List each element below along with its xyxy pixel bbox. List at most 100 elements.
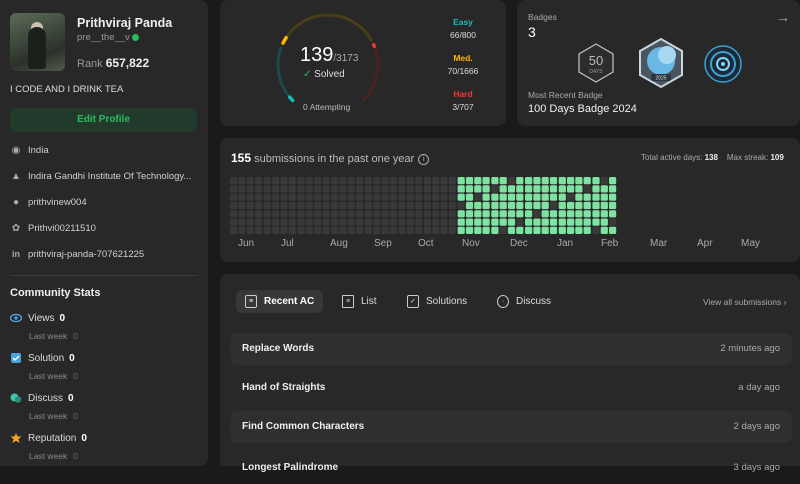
- heatmap-cell[interactable]: [314, 218, 322, 226]
- heatmap-cell[interactable]: [238, 218, 246, 226]
- heatmap-cell[interactable]: [541, 201, 549, 210]
- heatmap-cell[interactable]: [499, 177, 507, 185]
- heatmap-cell[interactable]: [364, 201, 372, 210]
- heatmap-cell[interactable]: [280, 201, 288, 210]
- heatmap-cell[interactable]: [592, 177, 600, 185]
- heatmap-cell[interactable]: [499, 210, 507, 218]
- heatmap-cell[interactable]: [432, 218, 440, 226]
- heatmap-cell[interactable]: [609, 193, 617, 201]
- heatmap-cell[interactable]: [280, 226, 288, 234]
- heatmap-cell[interactable]: [238, 201, 246, 210]
- heatmap-cell[interactable]: [297, 210, 305, 218]
- heatmap-cell[interactable]: [609, 177, 617, 185]
- heatmap-cell[interactable]: [415, 218, 423, 226]
- heatmap-cell[interactable]: [440, 201, 448, 210]
- heatmap-cell[interactable]: [499, 193, 507, 201]
- heatmap-cell[interactable]: [440, 210, 448, 218]
- heatmap-cell[interactable]: [592, 226, 600, 234]
- heatmap-cell[interactable]: [398, 185, 406, 193]
- heatmap-cell[interactable]: [507, 226, 516, 234]
- heatmap-cell[interactable]: [356, 218, 364, 226]
- heatmap-cell[interactable]: [322, 226, 330, 234]
- avatar[interactable]: [10, 13, 65, 71]
- heatmap-cell[interactable]: [415, 210, 423, 218]
- heatmap-cell[interactable]: [432, 177, 440, 185]
- heatmap-cell[interactable]: [314, 193, 322, 201]
- heatmap-cell[interactable]: [406, 218, 414, 226]
- heatmap-cell[interactable]: [254, 193, 263, 201]
- heatmap-cell[interactable]: [356, 193, 364, 201]
- heatmap-cell[interactable]: [440, 185, 448, 193]
- heatmap-cell[interactable]: [305, 201, 313, 210]
- heatmap-cell[interactable]: [457, 177, 465, 185]
- heatmap-cell[interactable]: [474, 193, 482, 201]
- heatmap-cell[interactable]: [567, 226, 575, 234]
- heatmap-cell[interactable]: [448, 201, 456, 210]
- heatmap-cell[interactable]: [263, 193, 271, 201]
- heatmap-cell[interactable]: [558, 177, 566, 185]
- annual-badge-icon[interactable]: [703, 44, 743, 84]
- heatmap-cell[interactable]: [246, 226, 254, 234]
- heatmap-cell[interactable]: [263, 226, 271, 234]
- heatmap-cell[interactable]: [230, 201, 238, 210]
- heatmap-cell[interactable]: [474, 201, 482, 210]
- heatmap-cell[interactable]: [600, 226, 608, 234]
- view-all-submissions-link[interactable]: View all submissions ›: [703, 297, 787, 307]
- heatmap-cell[interactable]: [448, 185, 456, 193]
- heatmap-cell[interactable]: [331, 201, 339, 210]
- heatmap-cell[interactable]: [297, 201, 305, 210]
- heatmap-cell[interactable]: [254, 177, 263, 185]
- heatmap-cell[interactable]: [448, 218, 456, 226]
- heatmap-cell[interactable]: [575, 177, 583, 185]
- heatmap-cell[interactable]: [280, 218, 288, 226]
- heatmap-cell[interactable]: [415, 193, 423, 201]
- heatmap-cell[interactable]: [314, 210, 322, 218]
- heatmap-cell[interactable]: [457, 218, 465, 226]
- heatmap-cell[interactable]: [457, 185, 465, 193]
- heatmap-cell[interactable]: [331, 193, 339, 201]
- heatmap-cell[interactable]: [314, 226, 322, 234]
- heatmap-cell[interactable]: [254, 185, 263, 193]
- heatmap-cell[interactable]: [339, 226, 347, 234]
- heatmap-cell[interactable]: [600, 185, 608, 193]
- heatmap-cell[interactable]: [356, 226, 364, 234]
- heatmap-cell[interactable]: [288, 193, 296, 201]
- heatmap-cell[interactable]: [423, 177, 432, 185]
- heatmap-cell[interactable]: [230, 226, 238, 234]
- heatmap-cell[interactable]: [356, 210, 364, 218]
- heatmap-cell[interactable]: [389, 226, 397, 234]
- heatmap-cell[interactable]: [432, 193, 440, 201]
- heatmap-cell[interactable]: [499, 201, 507, 210]
- edit-profile-button[interactable]: Edit Profile: [10, 108, 197, 132]
- submission-row[interactable]: Longest Palindrome 3 days ago: [242, 462, 780, 473]
- heatmap-cell[interactable]: [314, 177, 322, 185]
- heatmap-cell[interactable]: [609, 218, 617, 226]
- heatmap-cell[interactable]: [583, 177, 591, 185]
- heatmap-cell[interactable]: [297, 177, 305, 185]
- heatmap-cell[interactable]: [364, 193, 372, 201]
- heatmap-cell[interactable]: [474, 185, 482, 193]
- heatmap-cell[interactable]: [389, 210, 397, 218]
- heatmap-cell[interactable]: [263, 177, 271, 185]
- heatmap-cell[interactable]: [280, 193, 288, 201]
- heatmap-cell[interactable]: [583, 218, 591, 226]
- heatmap-cell[interactable]: [440, 177, 448, 185]
- heatmap-cell[interactable]: [381, 201, 389, 210]
- heatmap-cell[interactable]: [567, 201, 575, 210]
- heatmap-cell[interactable]: [592, 201, 600, 210]
- heatmap-cell[interactable]: [263, 201, 271, 210]
- submission-row[interactable]: Find Common Characters 2 days ago: [230, 411, 792, 443]
- heatmap-cell[interactable]: [288, 218, 296, 226]
- heatmap-cell[interactable]: [432, 210, 440, 218]
- heatmap-cell[interactable]: [373, 218, 381, 226]
- heatmap-cell[interactable]: [398, 193, 406, 201]
- heatmap-cell[interactable]: [575, 218, 583, 226]
- heatmap-cell[interactable]: [305, 218, 313, 226]
- heatmap-cell[interactable]: [230, 210, 238, 218]
- heatmap-cell[interactable]: [246, 185, 254, 193]
- heatmap-cell[interactable]: [305, 193, 313, 201]
- heatmap-cell[interactable]: [525, 201, 533, 210]
- heatmap-cell[interactable]: [288, 226, 296, 234]
- heatmap-cell[interactable]: [583, 185, 591, 193]
- heatmap-cell[interactable]: [272, 226, 280, 234]
